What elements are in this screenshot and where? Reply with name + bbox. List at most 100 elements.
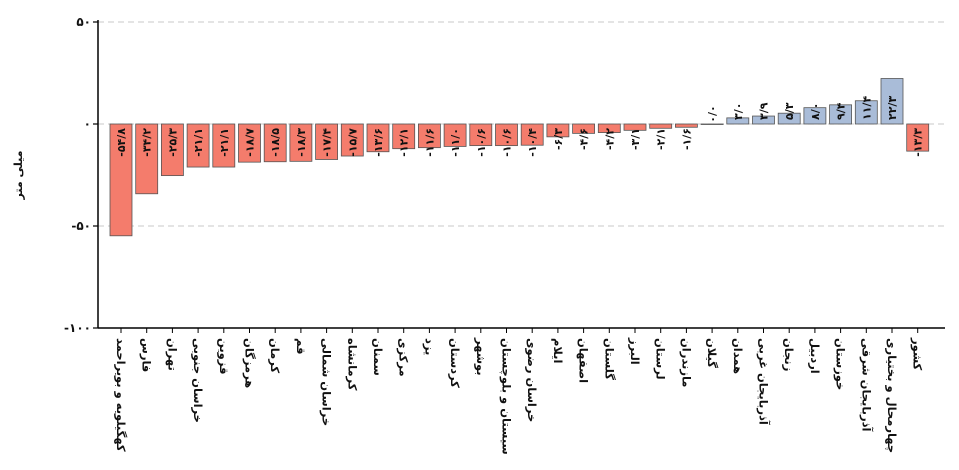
data-label: ۵/۳ (783, 102, 796, 120)
bar (392, 123, 416, 150)
x-tick-label: اردبیل (808, 338, 822, 374)
x-tick-label: کردستان (448, 338, 462, 388)
x-tick-label: همدان (731, 338, 745, 374)
data-label: -۴/۲ (603, 128, 616, 150)
bar (238, 123, 261, 163)
x-tick-label: ایلام (551, 338, 565, 363)
bar (135, 123, 159, 195)
bar (623, 123, 647, 131)
data-label: -۱۰/۶ (475, 128, 488, 157)
x-tick-label: کرمان (268, 338, 282, 373)
x-tick-label: سمنان (371, 338, 385, 376)
y-tick-label: ۵۰ (76, 15, 91, 29)
x-tick-label: خراسان جنوبی (190, 338, 205, 423)
data-label: ۲۲/۳ (886, 96, 899, 120)
data-label: -۱۲/۱ (398, 128, 411, 157)
y-tick-label: -۵۰ (71, 219, 91, 233)
bar (777, 112, 801, 125)
data-label: -۴/۶ (578, 128, 591, 150)
data-label: -۱۳/۳ (912, 128, 925, 157)
data-label: -۱۰/۶ (501, 128, 514, 157)
data-label: ۰/۰ (706, 105, 719, 122)
data-label: -۱۰/۴ (526, 128, 539, 157)
data-label: -۱/۶ (680, 128, 693, 150)
x-tick-label: اصفهان (577, 338, 591, 383)
x-tick-label: بوشهر (473, 337, 488, 376)
bar (906, 123, 930, 152)
data-label: -۶/۳ (552, 128, 565, 150)
x-tick-label: خراسان شمالی (320, 338, 334, 426)
data-label: -۲۵/۳ (166, 128, 179, 157)
data-label: ۱۱/۴ (860, 96, 873, 120)
x-tick-label: چهارمحال و بختیاری (884, 338, 899, 453)
bar (675, 123, 698, 128)
x-tick-label: زنجان (782, 338, 796, 371)
data-label: -۱۸/۵ (269, 128, 282, 157)
bar (315, 123, 339, 160)
x-tick-label: کشور (910, 337, 925, 371)
bar (880, 78, 904, 125)
x-tick-label: گیلان (705, 338, 719, 368)
bar (186, 123, 210, 168)
x-tick-label: هرمزگان (243, 338, 257, 388)
data-label: -۲۱/۱ (218, 128, 231, 157)
bar (366, 123, 390, 153)
bar (443, 123, 467, 147)
x-tick-label: خوزستان (833, 338, 848, 390)
bar (160, 123, 184, 177)
data-label: -۳/۱ (629, 128, 642, 150)
data-label: -۱۸/۳ (295, 128, 308, 157)
x-tick-label: یزد (422, 338, 436, 355)
x-tick-label: مرکزی (397, 338, 411, 377)
data-label: -۵۴/۸ (115, 128, 128, 157)
x-tick-label: البرز (628, 337, 642, 365)
x-tick-label: آذربایجان غربی (757, 338, 771, 426)
data-label: ۸/۰ (809, 103, 822, 120)
bar (726, 117, 750, 125)
bar (803, 107, 827, 125)
x-tick-label: سیستان و بلوچستان (499, 338, 514, 455)
data-label: -۱۱/۶ (423, 128, 436, 157)
bar-layer (109, 78, 930, 237)
data-label: ۹/۴ (835, 102, 848, 120)
bar (340, 123, 364, 157)
x-tick-label: خراسان رضوی (524, 338, 539, 422)
bar (546, 123, 570, 138)
y-tick-label: -۱۰۰ (64, 321, 91, 335)
x-tick-label: لرستان (654, 338, 668, 380)
bar (572, 123, 595, 134)
bar (212, 123, 236, 168)
x-tick-label: کهگیلویه و بویراحمد (113, 338, 128, 452)
label-layer: -۵۴/۸ کهگیلویه و بویراحمد -۳۴/۲ فارس -۲۵/۳ ته… (113, 96, 925, 455)
y-tick-label: ۰ (84, 117, 91, 131)
data-label: -۲۱/۱ (192, 128, 205, 157)
bar (854, 100, 878, 125)
y-axis-label: میلی متر (12, 151, 25, 201)
data-label: ۳/۰ (732, 103, 745, 120)
bar (495, 123, 518, 147)
x-tick-label: آذربایجان شرقی (859, 338, 873, 433)
data-label: -۱۷/۴ (321, 128, 334, 157)
bar (649, 123, 673, 129)
x-tick-label: کرمانشاه (345, 338, 359, 391)
bar (597, 123, 621, 133)
bar (289, 123, 313, 162)
data-label: -۳۴/۲ (141, 128, 154, 157)
x-tick-label: گلستان (602, 338, 616, 380)
data-label: -۲/۱ (655, 128, 668, 150)
bar (752, 115, 775, 125)
bar (829, 104, 852, 125)
data-label: -۱۸/۷ (244, 128, 257, 157)
bar (417, 123, 441, 149)
x-tick-label: قزوین (216, 338, 231, 375)
x-tick-label: قم (294, 338, 308, 355)
x-tick-label: تهران (165, 338, 179, 371)
data-label: ۳/۹ (758, 102, 771, 120)
axis-layer: ۵۰ ۰ -۵۰ -۱۰۰ (64, 15, 945, 335)
bar (469, 123, 493, 147)
bar (520, 123, 544, 146)
x-tick-label: فارس (140, 338, 154, 372)
data-label: -۱۱/۰ (449, 128, 462, 157)
